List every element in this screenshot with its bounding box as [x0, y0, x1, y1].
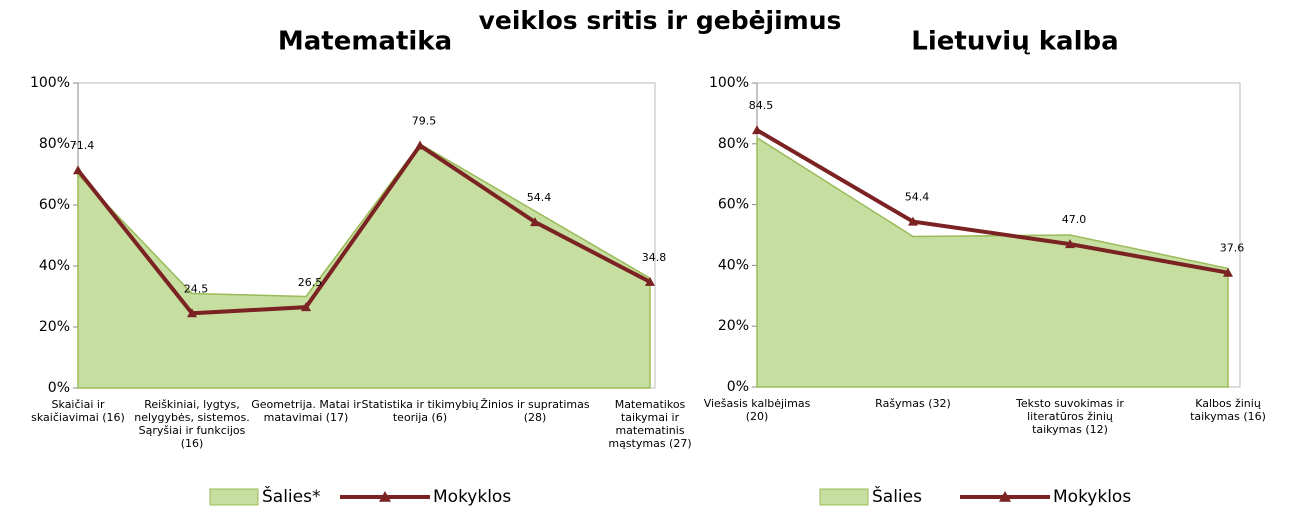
legend-swatch	[819, 488, 869, 506]
y-tick-label: 0%	[48, 380, 70, 396]
data-label: 79.5	[412, 115, 437, 128]
area	[77, 143, 651, 389]
marker	[1065, 239, 1075, 249]
legend-label: Šalies	[872, 485, 922, 507]
marker	[301, 302, 311, 312]
y-tick-label: 0%	[727, 379, 749, 395]
y-tick-label: 20%	[39, 319, 70, 335]
y-tick-label: 100%	[709, 75, 749, 91]
x-tick-label: Geometrija. Matai ir matavimai (17)	[251, 398, 361, 424]
x-tick-label: Teksto suvokimas ir literatūros žinių ta…	[1016, 397, 1124, 436]
data-label: 54.4	[905, 191, 930, 204]
x-tick-label: Viešasis kalbėjimas (20)	[703, 397, 811, 423]
y-tick-label: 40%	[39, 258, 70, 274]
line	[76, 142, 651, 316]
y-tick-label: 20%	[718, 318, 749, 334]
data-label: 34.8	[642, 251, 667, 264]
x-tick-label: Rašymas (32)	[875, 397, 951, 410]
y-tick-label: 60%	[39, 197, 70, 213]
data-label: 71.4	[70, 139, 95, 152]
marker	[530, 217, 540, 227]
legend-label: Mokyklos	[1053, 487, 1131, 507]
y-tick-label: 100%	[30, 75, 70, 91]
x-tick-label: Reiškiniai, lygtys, nelygybės, sistemos.…	[134, 398, 250, 450]
marker	[187, 308, 197, 318]
legend-marker	[379, 491, 391, 502]
line	[755, 128, 1229, 275]
page-heading: veiklos sritis ir gebėjimus	[479, 6, 842, 35]
legend-label: Šalies*	[262, 485, 320, 507]
data-label: 37.6	[1220, 242, 1245, 255]
x-tick-label: Skaičiai ir skaičiavimai (16)	[31, 398, 125, 424]
marker	[645, 276, 655, 286]
data-label: 54.4	[527, 191, 552, 204]
marker	[73, 165, 83, 175]
y-tick-label: 80%	[718, 136, 749, 152]
area	[756, 136, 1229, 388]
marker	[908, 216, 918, 226]
y-tick-label: 40%	[718, 257, 749, 273]
y-tick-label: 60%	[718, 197, 749, 213]
legend-marker	[999, 491, 1011, 502]
y-tick-label: 80%	[39, 136, 70, 152]
x-tick-label: Žinios ir supratimas (28)	[480, 398, 590, 424]
marker	[415, 140, 425, 150]
chart-title: Matematika	[278, 27, 452, 57]
data-label: 84.5	[749, 99, 774, 112]
chart-title: Lietuvių kalba	[911, 27, 1118, 57]
data-label: 24.5	[184, 282, 209, 295]
x-tick-label: Kalbos žinių taikymas (16)	[1190, 397, 1266, 423]
x-tick-label: Matematikos taikymai ir matematinis mąst…	[608, 398, 692, 450]
marker	[1223, 267, 1233, 277]
legend-swatch	[209, 488, 259, 506]
data-label: 26.5	[298, 276, 323, 289]
data-label: 47.0	[1062, 213, 1087, 226]
marker	[752, 125, 762, 135]
x-tick-label: Statistika ir tikimybių teorija (6)	[361, 398, 479, 424]
legend-label: Mokyklos	[433, 487, 511, 507]
